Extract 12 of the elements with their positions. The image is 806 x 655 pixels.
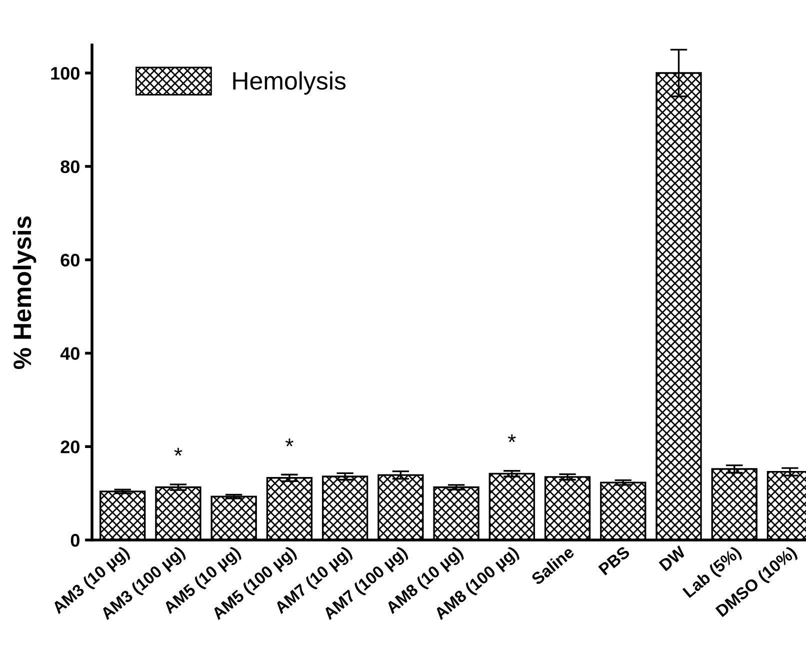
y-tick-label: 60: [60, 254, 80, 267]
annotation: *: [285, 438, 294, 446]
annotation: *: [174, 448, 182, 456]
y-tick-label: 100: [51, 66, 80, 80]
y-axis-title: % Hemolysis: [12, 216, 36, 369]
annotation: *: [508, 434, 516, 442]
x-tick-label: DW: [658, 545, 686, 572]
y-tick-label: 20: [60, 440, 80, 454]
y-tick-label: 80: [60, 160, 80, 174]
y-tick-label: 0: [70, 534, 80, 547]
y-tick-label: 40: [60, 347, 80, 360]
legend-label: Hemolysis: [233, 71, 346, 95]
